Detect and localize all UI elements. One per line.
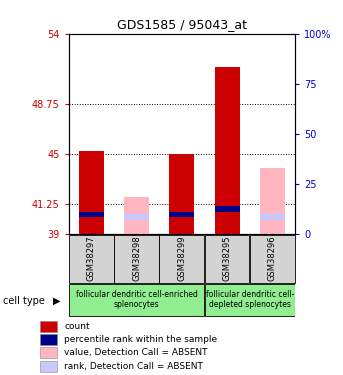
Bar bbox=[169, 211, 194, 217]
Text: GSM38296: GSM38296 bbox=[268, 235, 277, 280]
Text: cell type: cell type bbox=[3, 296, 45, 306]
Bar bbox=[40, 347, 57, 358]
Bar bbox=[215, 67, 239, 234]
Bar bbox=[159, 235, 204, 283]
Text: count: count bbox=[64, 322, 90, 331]
Bar bbox=[40, 334, 57, 345]
Bar bbox=[205, 235, 249, 283]
Title: GDS1585 / 95043_at: GDS1585 / 95043_at bbox=[117, 18, 247, 31]
Bar bbox=[69, 235, 114, 283]
Text: value, Detection Call = ABSENT: value, Detection Call = ABSENT bbox=[64, 348, 208, 357]
Bar bbox=[260, 168, 285, 234]
Text: follicular dendritic cell-
depleted splenocytes: follicular dendritic cell- depleted sple… bbox=[205, 290, 294, 309]
Bar bbox=[205, 284, 295, 316]
Bar bbox=[114, 235, 159, 283]
Text: GSM38298: GSM38298 bbox=[132, 235, 141, 280]
Bar bbox=[40, 321, 57, 332]
Text: GSM38299: GSM38299 bbox=[177, 235, 186, 280]
Text: percentile rank within the sample: percentile rank within the sample bbox=[64, 335, 217, 344]
Bar bbox=[250, 235, 295, 283]
Bar bbox=[40, 361, 57, 372]
Bar bbox=[124, 197, 149, 234]
Bar bbox=[215, 206, 239, 212]
Text: rank, Detection Call = ABSENT: rank, Detection Call = ABSENT bbox=[64, 362, 203, 370]
Bar bbox=[79, 152, 104, 234]
Bar bbox=[169, 154, 194, 234]
Text: follicular dendritic cell-enriched
splenocytes: follicular dendritic cell-enriched splen… bbox=[75, 290, 198, 309]
Bar bbox=[124, 214, 149, 220]
Bar bbox=[69, 284, 204, 316]
Text: GSM38297: GSM38297 bbox=[87, 235, 96, 280]
Bar bbox=[79, 211, 104, 217]
Text: GSM38295: GSM38295 bbox=[223, 235, 232, 280]
Text: ▶: ▶ bbox=[53, 296, 61, 306]
Bar bbox=[260, 214, 285, 220]
